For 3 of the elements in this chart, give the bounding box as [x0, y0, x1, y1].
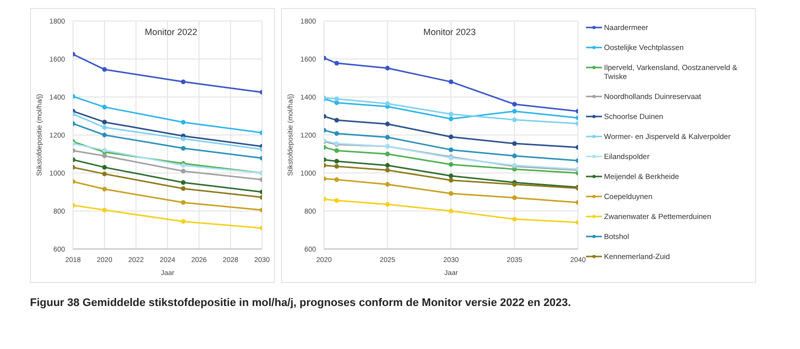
- text: Figuur 38 Gemiddelde stikstofdepositie in mol/ha/j, prognoses conform de Monitor versie 2022 en 2023.: [30, 297, 572, 309]
- text: Monitor 2023: [422, 27, 477, 37]
- text: Monitor 2022: [144, 27, 198, 37]
